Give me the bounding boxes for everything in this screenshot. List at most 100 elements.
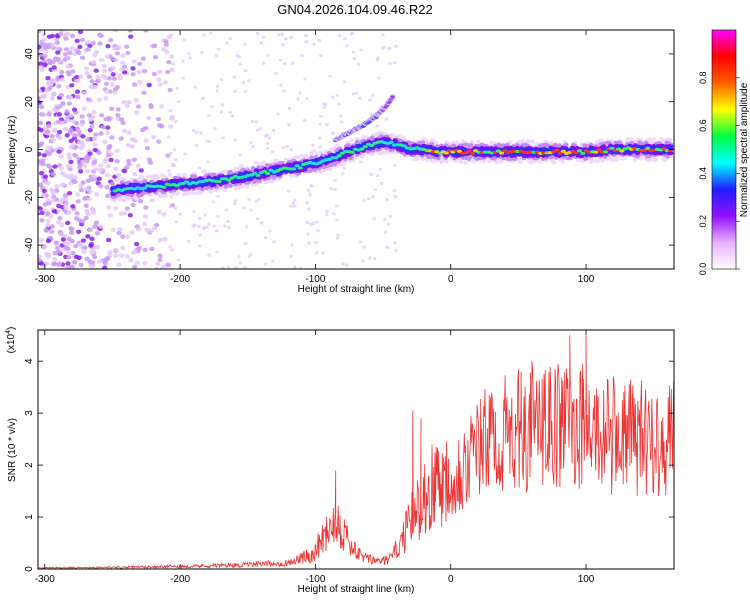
heatmap-cell [308, 223, 313, 227]
heatmap-cell [518, 159, 523, 164]
heatmap-cell [96, 259, 103, 264]
heatmap-cell [284, 37, 288, 41]
heatmap-cell [215, 89, 220, 93]
heatmap-cell [145, 174, 151, 179]
heatmap-cell [238, 62, 243, 66]
heatmap-cell [148, 103, 154, 108]
heatmap-cell [251, 144, 255, 148]
heatmap-cell [105, 237, 112, 243]
heatmap-cell [168, 109, 173, 113]
heatmap-cell [277, 33, 281, 37]
heatmap-cell [77, 218, 83, 223]
heatmap-cell [78, 262, 84, 268]
heatmap-cell [394, 44, 398, 48]
heatmap-cell [390, 95, 395, 99]
heatmap-cell [109, 135, 115, 140]
heatmap-cell [214, 250, 219, 254]
heatmap-cell [105, 43, 111, 49]
heatmap-cell [90, 210, 97, 216]
heatmap-cell [90, 41, 96, 46]
heatmap-cell [74, 74, 80, 80]
heatmap-cell [49, 43, 56, 48]
heatmap-cell [380, 46, 385, 51]
heatmap-cell [98, 33, 104, 39]
heatmap-cell [335, 236, 340, 240]
heatmap-cell [76, 229, 82, 235]
heatmap-cell [102, 139, 108, 145]
heatmap-cell [59, 171, 65, 176]
heatmap-cell [388, 214, 393, 218]
heatmap-cell [386, 222, 390, 226]
heatmap-cell [267, 136, 272, 140]
heatmap-cell [351, 50, 356, 54]
heatmap-cell [106, 145, 112, 151]
heatmap-cell [202, 169, 207, 174]
heatmap-cell [55, 208, 61, 214]
heatmap-cell [296, 155, 301, 160]
heatmap-cell [155, 116, 162, 122]
heatmap-cell [58, 154, 64, 159]
heatmap-cell [120, 234, 126, 239]
heatmap-cell [324, 213, 329, 217]
heatmap-cell [87, 227, 94, 233]
heatmap-cell [379, 181, 384, 186]
heatmap-cell [282, 89, 286, 93]
heatmap-peak-cell [294, 164, 300, 168]
heatmap-cell [170, 162, 176, 168]
heatmap-cell [381, 131, 387, 136]
heatmap-cell [133, 98, 139, 103]
heatmap-cell [84, 159, 90, 164]
heatmap-cell [56, 145, 62, 151]
heatmap-cell [65, 174, 71, 179]
heatmap-cell [289, 254, 294, 259]
heatmap-cell [44, 149, 50, 155]
heatmap-cell [281, 43, 285, 47]
heatmap-cell [308, 193, 312, 197]
heatmap-cell [95, 78, 101, 84]
heatmap-cell [200, 50, 204, 54]
heatmap-cell [38, 182, 43, 188]
heatmap-cell [126, 130, 132, 136]
heatmap-cell [157, 253, 163, 258]
heatmap-cell [214, 229, 219, 233]
heatmap-cell [115, 113, 121, 118]
heatmap-cell [148, 228, 154, 234]
heatmap-cell [349, 32, 354, 36]
heatmap-cell [45, 76, 51, 81]
heatmap-cell [113, 30, 119, 33]
heatmap-cell [39, 218, 45, 223]
heatmap-cell [123, 165, 130, 170]
colorbar-ticks: 0.00.20.40.60.8 [698, 72, 740, 275]
heatmap-cell [258, 126, 263, 130]
heatmap-cell [378, 167, 383, 171]
heatmap-cell [91, 60, 97, 65]
heatmap-cell [72, 152, 78, 158]
heatmap-cell [89, 79, 95, 84]
heatmap-cell [162, 80, 169, 85]
heatmap-y-tick-label: 40 [24, 48, 35, 60]
heatmap-cell [63, 201, 69, 206]
heatmap-cell [293, 198, 297, 202]
heatmap-peak-cell [469, 151, 475, 156]
heatmap-cell [143, 138, 149, 143]
heatmap-cell [120, 120, 126, 125]
heatmap-cell [226, 219, 230, 224]
heatmap-cell [44, 261, 50, 267]
heatmap-cell [312, 149, 317, 153]
heatmap-cell [259, 221, 264, 225]
heatmap-cell [194, 130, 199, 134]
heatmap-cell [81, 249, 87, 255]
heatmap-y-tick-label: 0 [24, 146, 35, 152]
heatmap-cell [344, 263, 349, 267]
heatmap-cell [114, 84, 120, 90]
heatmap-cell [136, 246, 142, 251]
heatmap-cell [63, 52, 69, 57]
heatmap-cell [381, 33, 385, 37]
heatmap-cell [338, 114, 343, 118]
heatmap-cell [274, 71, 278, 75]
heatmap-cell [232, 75, 237, 79]
heatmap-cell [322, 105, 326, 110]
heatmap-peak-cell [183, 180, 190, 184]
heatmap-cell [291, 201, 296, 205]
heatmap-cell [254, 199, 259, 203]
